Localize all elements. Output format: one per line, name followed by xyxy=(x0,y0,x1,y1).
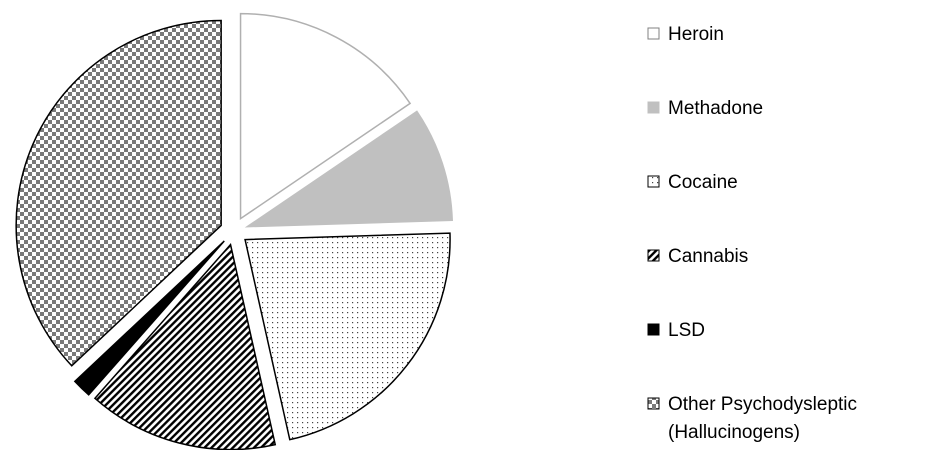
pie-slice-methadone xyxy=(244,110,453,228)
legend-swatch-other-psychodysleptic-hallucinogens xyxy=(647,397,660,410)
legend-label-lsd: LSD xyxy=(668,320,705,341)
legend-label-cannabis: Cannabis xyxy=(668,246,748,267)
legend-label-heroin: Heroin xyxy=(668,24,724,45)
legend: Heroin Methadone Cocaine Cannabis LSD Other P… xyxy=(647,24,857,443)
legend-swatch-cocaine xyxy=(647,175,660,188)
legend-swatch-methadone xyxy=(647,101,660,114)
pie-slice-cannabis xyxy=(93,242,277,450)
legend-label-other-psychodysleptic-hallucinogens-line-1: Other Psychodysleptic xyxy=(668,394,857,415)
legend-label-cocaine: Cocaine xyxy=(668,172,738,193)
legend-label-other-psychodysleptic-hallucinogens-line-2: (Hallucinogens) xyxy=(668,422,800,443)
pie-slice-lsd xyxy=(73,240,225,396)
legend-swatch-cannabis xyxy=(647,249,660,262)
pie-slice-heroin xyxy=(239,12,412,221)
legend-swatch-lsd xyxy=(647,323,660,336)
legend-label-methadone: Methadone xyxy=(668,98,763,119)
legend-swatch-heroin xyxy=(647,27,660,40)
pie-slice-other-psychodysleptic-hallucinogens xyxy=(15,19,222,367)
pie-slices xyxy=(15,12,453,450)
pie-slice-cocaine xyxy=(244,232,451,441)
